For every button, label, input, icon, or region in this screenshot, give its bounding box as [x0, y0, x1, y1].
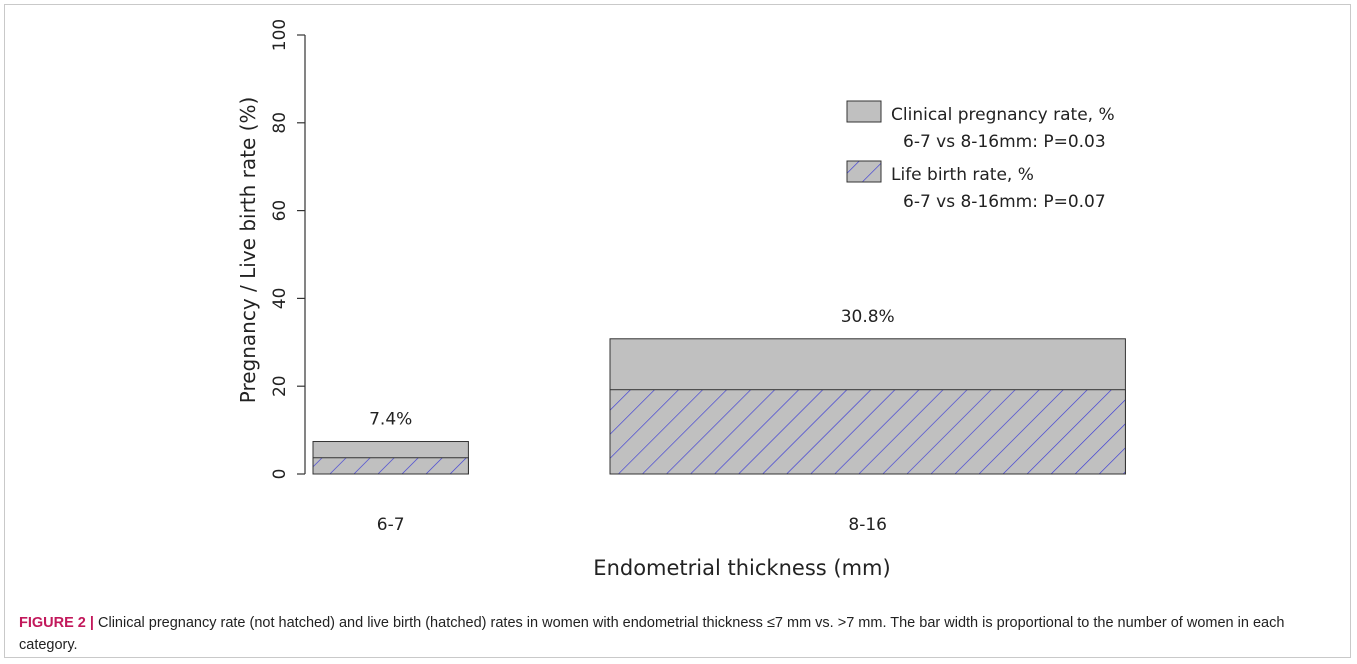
legend-note-pregnancy: 6-7 vs 8-16mm: P=0.03: [903, 132, 1106, 152]
x-tick-label: 8-16: [848, 515, 887, 535]
figure-caption: FIGURE 2 | Clinical pregnancy rate (not …: [19, 612, 1339, 656]
caption-lead: FIGURE 2 |: [19, 615, 94, 631]
legend-swatch-live-birth: [847, 161, 881, 182]
legend: Clinical pregnancy rate, % 6-7 vs 8-16mm:…: [847, 101, 1115, 212]
legend-label-pregnancy: Clinical pregnancy rate, %: [891, 105, 1115, 125]
y-axis: 0 20 40 60 80 100: [270, 19, 305, 480]
bar-live-birth: [610, 390, 1125, 474]
legend-label-live-birth: Life birth rate, %: [891, 165, 1034, 185]
y-tick-label: 20: [270, 375, 290, 397]
bars-group: [313, 339, 1125, 474]
x-axis-label: Endometrial thickness (mm): [593, 556, 890, 580]
figure-frame: 0 20 40 60 80 100 7.4% 30.8% 6-7 8-16 Pregnancy…: [4, 4, 1351, 658]
legend-swatch-pregnancy: [847, 101, 881, 122]
y-axis-label: Pregnancy / Live birth rate (%): [236, 97, 260, 404]
bar-live-birth: [313, 458, 468, 474]
data-label: 30.8%: [841, 307, 895, 327]
y-tick-label: 60: [270, 200, 290, 222]
legend-note-live-birth: 6-7 vs 8-16mm: P=0.07: [903, 192, 1106, 212]
bar-chart: 0 20 40 60 80 100 7.4% 30.8% 6-7 8-16 Pregnancy…: [5, 5, 1352, 605]
x-tick-label: 6-7: [377, 515, 405, 535]
y-tick-label: 40: [270, 288, 290, 310]
data-label: 7.4%: [369, 410, 412, 430]
x-tick-labels-group: 6-7 8-16: [377, 515, 887, 535]
y-tick-label: 100: [270, 19, 290, 51]
y-tick-label: 80: [270, 112, 290, 134]
y-tick-label: 0: [270, 469, 290, 480]
caption-text: Clinical pregnancy rate (not hatched) an…: [19, 615, 1284, 653]
